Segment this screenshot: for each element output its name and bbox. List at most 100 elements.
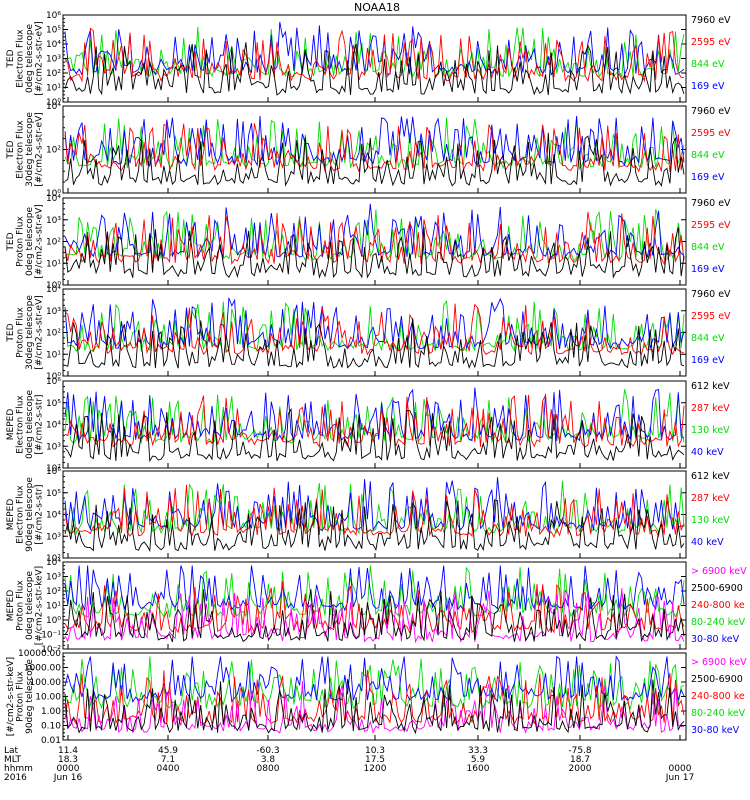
legend-entry: 844 eV: [691, 150, 725, 161]
y-axis-label-line: [#/cm2-s-str-keV]: [35, 566, 45, 645]
y-axis-label-line: MEPED: [6, 590, 16, 622]
panel-1: 10⁰ 10¹ 10² 10³ 10⁴ 10⁵ 10⁶ TED Electron Flux 0de…: [6, 11, 731, 108]
y-tick-label: 10⁴: [46, 558, 61, 568]
x-tick-label-lat: 33.3: [468, 746, 488, 756]
y-tick-label: 10⁶: [46, 467, 61, 477]
y-axis-label-line: TED: [6, 140, 16, 159]
panel-7: 10⁻² 10⁻¹ 10⁰ 10¹ 10² 10³ 10⁴ MEPED Proton Flux 0…: [6, 558, 747, 655]
x-tick-label-hhmm: 1600: [467, 764, 490, 774]
series-trace-blue: [64, 297, 685, 351]
series-trace-magenta: [64, 681, 685, 734]
y-axis-label-line: Proton Flux: [16, 580, 26, 631]
legend-entry: > 6900 keV: [691, 566, 747, 577]
legend-entry: 80-240 keV: [691, 617, 746, 628]
y-tick-label: 10⁴: [46, 285, 61, 295]
x-tick-label-mlt: 7.1: [161, 755, 175, 765]
series-trace-black: [64, 227, 685, 279]
y-axis-label-line: [#/cm2-s-str-eV]: [35, 295, 45, 370]
legend-entry: 169 eV: [691, 355, 725, 366]
series-trace-red: [64, 211, 685, 266]
y-axis-label-line: 30deg telescope: [25, 295, 35, 370]
y-tick-label: 10⁵: [46, 26, 61, 36]
y-axis-label-line: 90deg telescope: [25, 477, 35, 552]
y-tick-label: 10¹: [46, 602, 61, 612]
y-tick-label: 10⁴: [46, 511, 61, 521]
panel-6: 10² 10³ 10⁴ 10⁵ 10⁶ MEPED Electron Flux 90deg t…: [6, 467, 730, 564]
y-axis-label-line: MEPED: [6, 409, 16, 441]
series-trace-blue: [64, 21, 685, 77]
series-trace-green: [64, 300, 685, 353]
legend-entry: 240-800 ke: [691, 600, 745, 611]
y-axis-label-line: 90deg telescope: [25, 659, 35, 734]
y-tick-label: 10²: [46, 464, 61, 474]
legend-entry: 612 keV: [691, 471, 730, 482]
legend-entry: 240-800 ke: [691, 691, 745, 702]
y-axis-label-line: [#/cm2-s-str-eV]: [35, 112, 45, 187]
y-axis-label-line: Electron Flux: [16, 120, 26, 179]
series-trace-black: [64, 407, 685, 463]
panel-4: 10⁰ 10¹ 10² 10³ 10⁴ TED Proton Flux 30deg teles…: [6, 285, 731, 382]
y-tick-label: 10³: [46, 442, 61, 452]
y-tick-label: 10²: [46, 146, 61, 156]
x-row-label: hhmm: [4, 764, 33, 774]
x-tick-label-mlt: 17.5: [365, 755, 385, 765]
legend-entry: 2595 eV: [691, 128, 731, 139]
y-tick-label: 100.00: [30, 678, 62, 688]
legend-entry: 30-80 keV: [691, 634, 740, 645]
legend-entry: 169 eV: [691, 81, 725, 92]
legend-entry: 80-240 keV: [691, 708, 746, 719]
series-trace-red: [64, 669, 685, 726]
x-tick-label-hhmm: 0800: [257, 764, 280, 774]
y-axis-label-line: 0deg telescope: [25, 24, 35, 94]
legend-entry: 40 keV: [691, 537, 724, 548]
series-trace-blue: [64, 203, 685, 259]
x-tick-label-hhmm: 0400: [157, 764, 180, 774]
legend-entry: 287 keV: [691, 403, 730, 414]
legend-entry: 287 keV: [691, 493, 730, 504]
y-tick-label: 10.00: [35, 693, 61, 703]
y-tick-label: 10³: [46, 216, 61, 226]
y-axis-label-line: TED: [6, 232, 16, 251]
x-tick-label-mlt: 3.8: [261, 755, 276, 765]
legend-entry: 844 eV: [691, 59, 725, 70]
y-tick-label: 10¹: [46, 84, 61, 94]
y-tick-label: 10⁰: [46, 189, 61, 199]
x-tick-label-lat: -75.8: [568, 746, 592, 756]
legend-entry: 40 keV: [691, 447, 724, 458]
y-tick-label: 0.01: [41, 736, 61, 746]
y-axis-label-line: Electron Flux: [16, 485, 26, 544]
x-tick-label-hhmm: 2000: [569, 764, 592, 774]
legend-entry: 7960 eV: [691, 15, 731, 26]
legend-entry: 7960 eV: [691, 289, 731, 300]
y-axis-label-line: TED: [6, 323, 16, 342]
panel-frame: [62, 380, 687, 469]
legend-entry: 130 keV: [691, 515, 730, 526]
y-axis-label-line: [#/cm2-s-str-eV]: [35, 21, 45, 96]
legend-entry: 844 eV: [691, 333, 725, 344]
legend-entry: 612 keV: [691, 381, 730, 392]
y-tick-label: 10⁻¹: [41, 631, 61, 641]
x-tick-label-hhmm: 0000: [669, 764, 692, 774]
y-tick-label: 10²: [46, 587, 61, 597]
y-tick-label: 10²: [46, 554, 61, 564]
series-trace-black: [64, 42, 685, 96]
y-tick-label: 10²: [46, 238, 61, 248]
legend-entry: 2500-6900: [691, 583, 743, 594]
y-tick-label: 10¹: [46, 259, 61, 269]
legend-entry: 7960 eV: [691, 198, 731, 209]
y-tick-label: 10³: [46, 55, 61, 65]
y-tick-label: 0.10: [41, 722, 61, 732]
series-trace-green: [64, 209, 685, 262]
x-tick-label-mlt: 18.3: [58, 755, 78, 765]
y-axis-label-line: 30deg telescope: [25, 112, 35, 187]
y-axis-label-line: TED: [6, 49, 16, 68]
y-tick-label: 10⁰: [46, 281, 61, 291]
panel-8: 0.01 0.10 1.00 10.00 100.00 1000.00 10000.00[#…: [6, 649, 747, 746]
x-row-label: MLT: [4, 755, 22, 765]
x-tick-label-hhmm: 0000: [57, 764, 80, 774]
x-tick-label-lat: 10.3: [365, 746, 385, 756]
